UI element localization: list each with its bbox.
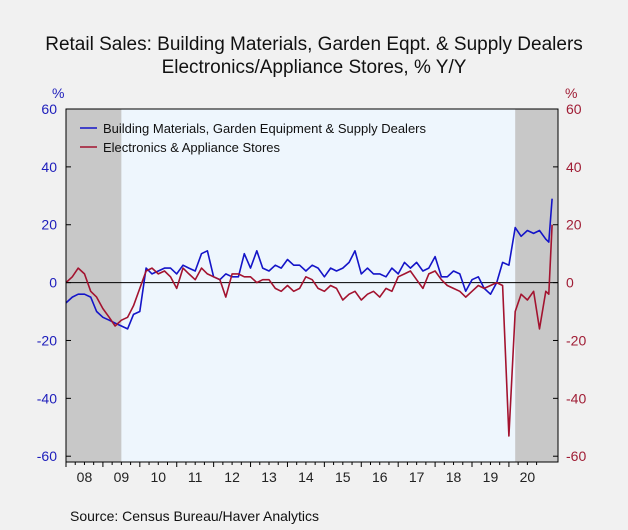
recession-shading (66, 109, 558, 462)
x-tick-label: 15 (335, 469, 351, 485)
left-tick-label: 20 (41, 217, 57, 233)
right-tick-label: -40 (566, 390, 586, 406)
left-tick-label: -40 (37, 390, 57, 406)
x-tick-label: 10 (150, 469, 166, 485)
right-tick-label: 40 (566, 159, 582, 175)
x-tick-label: 19 (483, 469, 499, 485)
right-axis-unit: % (565, 85, 578, 101)
left-tick-label: 60 (41, 101, 57, 117)
right-tick-label: 60 (566, 101, 582, 117)
x-tick-label: 14 (298, 469, 314, 485)
chart-title-line-2: Electronics/Appliance Stores, % Y/Y (161, 57, 467, 78)
right-tick-label: -20 (566, 332, 586, 348)
right-tick-label: 0 (566, 275, 574, 291)
chart-title-line-1: Retail Sales: Building Materials, Garden… (45, 34, 583, 55)
plot-background (66, 109, 558, 462)
x-tick-label: 16 (372, 469, 388, 485)
left-tick-label: -60 (37, 448, 57, 464)
x-tick-label: 11 (188, 469, 203, 485)
recession-band-1 (515, 109, 558, 462)
x-axis: 08 09 10 11 12 13 14 15 16 17 18 19 20 (65, 462, 538, 485)
left-axis: 60 40 20 0 -20 -40 -60 (37, 101, 71, 464)
left-axis-unit: % (52, 85, 65, 101)
right-tick-label: 20 (566, 217, 582, 233)
right-tick-label: -60 (566, 448, 586, 464)
x-tick-label: 17 (409, 469, 425, 485)
right-axis: 60 40 20 0 -20 -40 -60 (553, 101, 586, 464)
x-tick-label: 18 (446, 469, 462, 485)
left-tick-label: -20 (37, 332, 57, 348)
source-note: Source: Census Bureau/Haver Analytics (70, 508, 320, 524)
electronics-appliance-line (65, 224, 553, 437)
x-tick-label: 13 (261, 469, 277, 485)
legend-label-electronics: Electronics & Appliance Stores (103, 140, 281, 155)
x-tick-label: 08 (77, 469, 93, 485)
legend: Building Materials, Garden Equipment & S… (80, 121, 427, 155)
left-tick-label: 40 (41, 159, 57, 175)
x-tick-label: 20 (520, 469, 536, 485)
left-tick-label: 0 (49, 275, 57, 291)
legend-label-building: Building Materials, Garden Equipment & S… (103, 121, 427, 136)
series-lines (65, 198, 553, 437)
x-tick-label: 12 (224, 469, 240, 485)
x-tick-label: 09 (114, 469, 130, 485)
plot-frame (65, 108, 559, 463)
recession-band-0 (66, 109, 122, 462)
